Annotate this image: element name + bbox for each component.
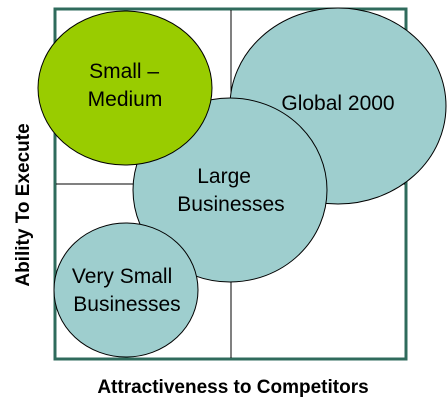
large-businesses-label-line-2: Businesses [177, 193, 284, 216]
svg-text:Global 2000: Global 2000 [281, 92, 394, 115]
svg-text:Small – Medium: Small – Medium [88, 60, 165, 111]
segment-bubble-very-small-businesses: Very Small Businesses [53, 222, 199, 358]
small-medium-label-line-2: Medium [88, 88, 163, 111]
small-medium-bubble [37, 10, 213, 166]
svg-text:Very Small Businesses: Very Small Businesses [72, 265, 181, 316]
segment-bubble-small-medium: Small – Medium [37, 10, 213, 166]
x-axis-title: Attractiveness to Competitors [97, 377, 368, 398]
large-businesses-label-line-1: Large [197, 165, 251, 188]
very-small-businesses-bubble [53, 222, 199, 358]
svg-text:Large Businesses: Large Businesses [177, 165, 284, 216]
y-axis-title: Ability To Execute [13, 123, 34, 286]
very-small-businesses-label-line-1: Very Small [72, 265, 172, 288]
global-2000-label: Global 2000 [281, 92, 394, 115]
very-small-businesses-label-line-2: Businesses [73, 293, 180, 316]
small-medium-label-line-1: Small – [89, 60, 159, 83]
